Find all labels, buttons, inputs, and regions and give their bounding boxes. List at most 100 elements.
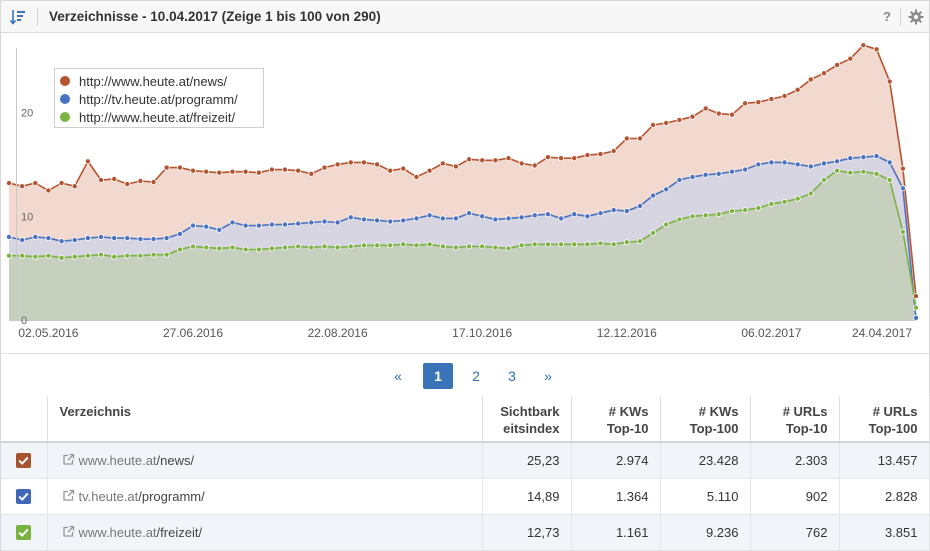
data-point — [518, 214, 525, 221]
legend-item-news[interactable]: http://www.heute.at/news/ — [60, 72, 263, 90]
data-point — [650, 122, 657, 129]
directory-link[interactable]: www.heute.at/news/ — [79, 453, 195, 468]
data-point — [518, 242, 525, 249]
data-point — [229, 244, 236, 251]
column-header-label: Verzeichnis — [59, 404, 132, 419]
pagination-page-3[interactable]: 3 — [508, 368, 516, 384]
data-point — [650, 192, 657, 199]
data-point — [19, 237, 26, 244]
directory-cell: www.heute.at/freizeit/ — [47, 514, 483, 551]
directory-host: www.heute.at — [78, 452, 157, 468]
help-icon[interactable]: ? — [883, 9, 891, 24]
y-tick-label: 20 — [21, 108, 33, 120]
data-point — [98, 251, 105, 258]
data-point — [676, 216, 683, 223]
data-point — [873, 46, 880, 53]
data-point — [689, 113, 696, 120]
column-header-urls-top10[interactable]: # URLs Top-10 — [750, 396, 840, 443]
data-point — [111, 253, 118, 260]
column-header-urls-top100[interactable]: # URLs Top-100 — [839, 396, 930, 443]
panel-header: Verzeichnisse - 10.04.2017 (Zeige 1 bis … — [1, 1, 929, 33]
data-point — [58, 254, 65, 261]
data-point — [558, 155, 565, 162]
legend-item-freizeit[interactable]: http://www.heute.at/freizeit/ — [60, 108, 263, 126]
data-point — [321, 243, 328, 250]
column-header-label: Top-10 — [606, 421, 649, 436]
checkmark-icon — [18, 528, 29, 537]
column-header-kws-top100[interactable]: # KWs Top-100 — [660, 396, 751, 443]
legend-marker — [60, 112, 70, 122]
external-link-icon[interactable] — [62, 489, 75, 502]
data-point — [45, 235, 52, 242]
data-point — [452, 215, 459, 222]
data-point — [886, 176, 893, 183]
directories-table: Verzeichnis Sichtbark eitsindex # KWs Top-… — [1, 396, 930, 551]
data-point — [439, 160, 446, 167]
data-point — [742, 166, 749, 173]
data-point — [124, 235, 131, 242]
table-row: www.heute.at/news/ 25,23 2.974 23.428 2.… — [1, 442, 930, 479]
urls-top100-cell: 3.851 — [839, 514, 930, 551]
legend-item-programm[interactable]: http://tv.heute.at/programm/ — [60, 90, 263, 108]
directory-cell: tv.heute.at/programm/ — [47, 478, 483, 515]
gear-icon[interactable] — [908, 9, 924, 25]
data-point — [111, 235, 118, 242]
data-point — [176, 230, 183, 237]
column-header-label: # KWs — [698, 404, 739, 419]
data-point — [531, 212, 538, 219]
directory-link[interactable]: www.heute.at/freizeit/ — [79, 525, 203, 540]
pagination-next[interactable]: » — [544, 368, 552, 384]
data-point — [571, 211, 578, 218]
data-point — [150, 251, 157, 258]
data-point — [150, 179, 157, 186]
column-header-label: Top-10 — [785, 421, 828, 436]
pagination-page-2[interactable]: 2 — [472, 368, 480, 384]
column-header-label: Sichtbark — [500, 404, 560, 419]
data-point — [860, 42, 867, 49]
legend-label: http://www.heute.at/news/ — [79, 73, 228, 89]
column-header-kws-top10[interactable]: # KWs Top-10 — [571, 396, 661, 443]
external-link-icon[interactable] — [62, 453, 75, 466]
data-point — [755, 99, 762, 106]
data-point — [623, 208, 630, 215]
data-point — [860, 154, 867, 161]
pagination-prev[interactable]: « — [394, 368, 402, 384]
data-point — [794, 195, 801, 202]
row-checkbox[interactable] — [16, 525, 32, 540]
data-point — [176, 246, 183, 253]
data-point — [676, 116, 683, 123]
directory-host: www.heute.at — [78, 524, 157, 540]
data-point — [873, 153, 880, 160]
data-point — [413, 173, 420, 180]
data-point — [715, 170, 722, 177]
select-cell — [1, 514, 48, 551]
data-point — [334, 161, 341, 168]
pagination: « 1 2 3 » — [381, 363, 567, 389]
directory-link[interactable]: tv.heute.at/programm/ — [79, 489, 205, 504]
sort-icon[interactable] — [9, 8, 27, 26]
data-point — [663, 221, 670, 228]
row-checkbox[interactable] — [16, 453, 32, 469]
data-point — [111, 175, 118, 182]
data-point — [387, 242, 394, 249]
data-point — [58, 238, 65, 245]
pagination-page-1[interactable]: 1 — [423, 363, 453, 389]
column-header-label: eitsindex — [503, 421, 560, 436]
data-point — [32, 253, 39, 260]
data-point — [45, 252, 52, 259]
column-header-sichtbarkeitsindex[interactable]: Sichtbark eitsindex — [482, 396, 572, 443]
data-point — [479, 157, 486, 164]
data-point — [742, 207, 749, 214]
data-point — [781, 93, 788, 100]
external-link-icon[interactable] — [62, 525, 75, 538]
data-point — [203, 244, 210, 251]
data-point — [360, 159, 367, 166]
data-point — [98, 233, 105, 240]
header-divider — [37, 8, 38, 26]
data-point — [58, 180, 65, 187]
data-point — [518, 160, 525, 167]
column-header-label: # URLs — [872, 404, 918, 419]
row-checkbox[interactable] — [16, 489, 32, 504]
column-header-verzeichnis[interactable]: Verzeichnis — [47, 396, 483, 443]
data-point — [886, 78, 893, 85]
